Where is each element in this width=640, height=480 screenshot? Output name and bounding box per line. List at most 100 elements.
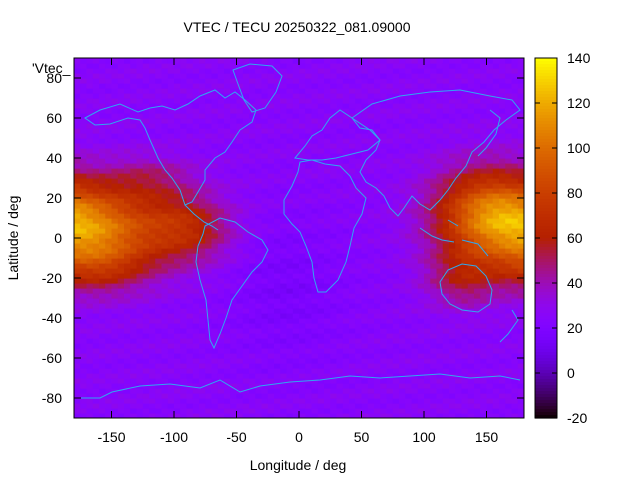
- heatmap-cell: [305, 308, 313, 314]
- heatmap-cell: [274, 323, 281, 329]
- heatmap-cell: [361, 158, 369, 164]
- heatmap-cell: [99, 198, 106, 204]
- heatmap-cell: [267, 58, 275, 64]
- heatmap-cell: [136, 303, 144, 309]
- heatmap-cell: [155, 253, 163, 259]
- heatmap-cell: [280, 383, 288, 389]
- heatmap-cell: [149, 278, 156, 284]
- heatmap-cell: [299, 63, 306, 69]
- heatmap-cell: [499, 328, 506, 334]
- heatmap-cell: [117, 268, 125, 274]
- heatmap-cell: [136, 58, 144, 64]
- heatmap-cell: [361, 308, 369, 314]
- heatmap-cell: [111, 128, 119, 134]
- heatmap-cell: [130, 268, 138, 274]
- heatmap-cell: [480, 368, 488, 374]
- heatmap-cell: [161, 113, 169, 119]
- heatmap-cell: [392, 63, 400, 69]
- heatmap-cell: [386, 363, 394, 369]
- heatmap-cell: [167, 243, 175, 249]
- heatmap-cell: [411, 313, 419, 319]
- heatmap-cell: [349, 188, 356, 194]
- heatmap-cell: [136, 243, 144, 249]
- heatmap-cell: [249, 128, 256, 134]
- heatmap-cell: [174, 218, 181, 224]
- heatmap-cell: [399, 128, 406, 134]
- heatmap-cell: [161, 313, 169, 319]
- heatmap-cell: [317, 318, 325, 324]
- heatmap-cell: [274, 268, 281, 274]
- heatmap-cell: [211, 108, 219, 114]
- heatmap-cell: [392, 123, 400, 129]
- heatmap-cell: [386, 228, 394, 234]
- heatmap-cell: [142, 388, 150, 394]
- heatmap-cell: [336, 123, 344, 129]
- heatmap-cell: [180, 188, 188, 194]
- heatmap-cell: [417, 113, 425, 119]
- heatmap-cell: [411, 288, 419, 294]
- heatmap-cell: [211, 308, 219, 314]
- heatmap-cell: [211, 183, 219, 189]
- heatmap-cell: [324, 403, 331, 409]
- heatmap-cell: [192, 328, 200, 334]
- heatmap-cell: [180, 88, 188, 94]
- heatmap-cell: [399, 393, 406, 399]
- heatmap-cell: [436, 123, 444, 129]
- heatmap-cell: [230, 273, 238, 279]
- heatmap-cell: [442, 358, 450, 364]
- heatmap-cell: [174, 203, 181, 209]
- heatmap-cell: [417, 358, 425, 364]
- heatmap-cell: [436, 118, 444, 124]
- heatmap-cell: [186, 78, 194, 84]
- heatmap-cell: [267, 168, 275, 174]
- heatmap-cell: [299, 193, 306, 199]
- heatmap-cell: [224, 303, 231, 309]
- heatmap-cell: [336, 203, 344, 209]
- heatmap-cell: [380, 223, 388, 229]
- heatmap-cell: [136, 73, 144, 79]
- heatmap-cell: [255, 293, 263, 299]
- heatmap-cell: [442, 173, 450, 179]
- heatmap-cell: [324, 293, 331, 299]
- heatmap-cell: [355, 363, 363, 369]
- heatmap-cell: [405, 333, 413, 339]
- heatmap-cell: [224, 288, 231, 294]
- heatmap-cell: [474, 368, 481, 374]
- heatmap-cell: [342, 353, 350, 359]
- heatmap-cell: [286, 68, 294, 74]
- heatmap-cell: [349, 78, 356, 84]
- chart-title: VTEC / TECU 20250322_081.09000: [183, 19, 410, 35]
- heatmap-cell: [186, 348, 194, 354]
- heatmap-cell: [349, 288, 356, 294]
- heatmap-cell: [217, 293, 225, 299]
- heatmap-cell: [324, 283, 331, 289]
- heatmap-cell: [174, 248, 181, 254]
- heatmap-cell: [342, 208, 350, 214]
- heatmap-cell: [261, 268, 269, 274]
- heatmap-cell: [467, 83, 475, 89]
- heatmap-cell: [274, 218, 281, 224]
- heatmap-cell: [74, 353, 81, 359]
- heatmap-cell: [374, 303, 381, 309]
- heatmap-cell: [274, 178, 281, 184]
- heatmap-cell: [199, 223, 206, 229]
- heatmap-cell: [486, 113, 494, 119]
- heatmap-cell: [99, 343, 106, 349]
- heatmap-cell: [136, 358, 144, 364]
- heatmap-cell: [349, 148, 356, 154]
- heatmap-cell: [349, 263, 356, 269]
- heatmap-cell: [74, 268, 81, 274]
- heatmap-cell: [230, 243, 238, 249]
- heatmap-cell: [217, 123, 225, 129]
- heatmap-cell: [324, 133, 331, 139]
- heatmap-cell: [280, 393, 288, 399]
- heatmap-cell: [111, 173, 119, 179]
- heatmap-cell: [249, 193, 256, 199]
- heatmap-cell: [436, 318, 444, 324]
- heatmap-cell: [486, 288, 494, 294]
- heatmap-cell: [155, 83, 163, 89]
- heatmap-cell: [436, 248, 444, 254]
- heatmap-cell: [267, 303, 275, 309]
- heatmap-cell: [280, 378, 288, 384]
- heatmap-cell: [267, 218, 275, 224]
